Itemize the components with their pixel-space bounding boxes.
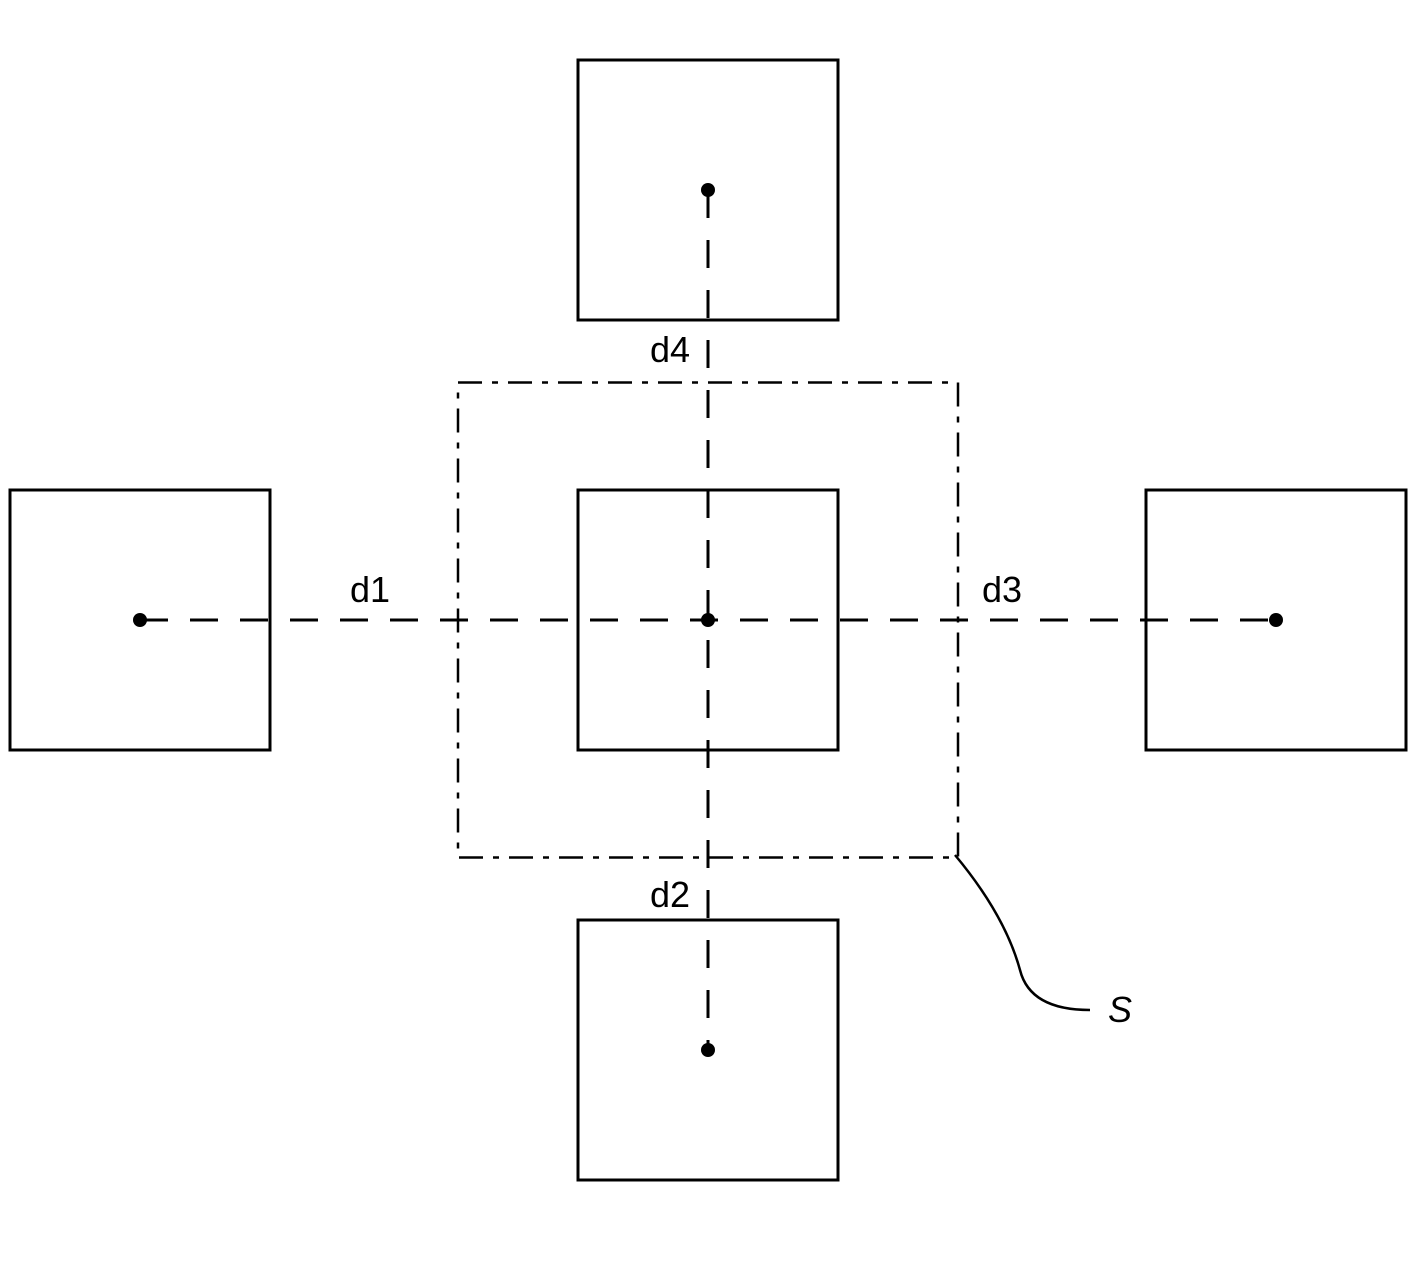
dashed-outer-box-s <box>458 383 958 858</box>
diagram-svg <box>0 0 1416 1272</box>
label-d3: d3 <box>982 569 1022 611</box>
dot-right <box>1269 613 1283 627</box>
label-d2: d2 <box>650 874 690 916</box>
right-box <box>1146 490 1406 750</box>
center-box <box>578 490 838 750</box>
dot-top <box>701 183 715 197</box>
left-box <box>10 490 270 750</box>
top-box <box>578 60 838 320</box>
label-s: S <box>1108 989 1132 1031</box>
dot-center <box>701 613 715 627</box>
bottom-box <box>578 920 838 1180</box>
label-d1: d1 <box>350 569 390 611</box>
leader-curve-s <box>955 855 1090 1010</box>
diagram-container: d1 d2 d3 d4 S <box>0 0 1416 1272</box>
dot-bottom <box>701 1043 715 1057</box>
dot-left <box>133 613 147 627</box>
label-d4: d4 <box>650 329 690 371</box>
